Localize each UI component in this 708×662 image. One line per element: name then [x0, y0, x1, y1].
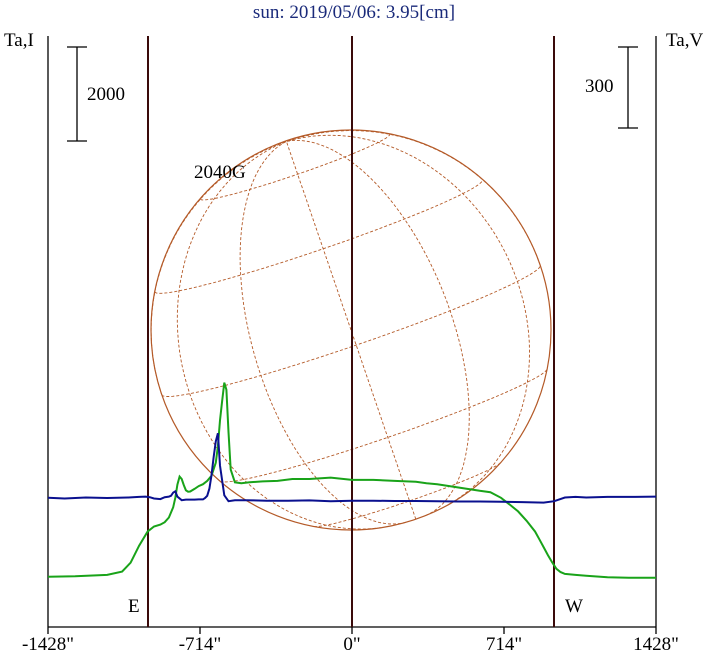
scale-bar-left — [67, 46, 87, 142]
scale-right-value: 300 — [585, 76, 614, 97]
solar-meridian — [176, 140, 381, 530]
x-tick-label: 714" — [485, 634, 523, 655]
x-tick-label: 1428" — [633, 634, 679, 655]
chart-title: sun: 2019/05/06: 3.95[cm] — [252, 2, 456, 23]
solar-parallel — [154, 179, 484, 294]
solar-parallel — [161, 265, 541, 397]
solar-disk-grid — [150, 129, 552, 531]
solar-meridian — [285, 141, 417, 520]
solar-meridian — [286, 139, 470, 517]
scale-left-value: 2000 — [87, 84, 125, 105]
x-tick-label: -1428" — [21, 634, 75, 655]
solar-meridian — [239, 141, 406, 525]
solar-parallel — [200, 134, 391, 201]
solar-parallel — [313, 462, 502, 528]
solar-parallel — [219, 368, 548, 483]
series-line-I — [47, 382, 656, 579]
scale-bar-right — [618, 46, 638, 129]
west-label: W — [565, 596, 583, 617]
x-ticks — [47, 627, 657, 634]
x-tick-label: -714" — [178, 634, 222, 655]
y-left-label: Ta,I — [4, 30, 34, 51]
solar-meridian — [286, 134, 530, 505]
solar-meridian — [150, 140, 287, 395]
peak-annotation: 2040G — [194, 162, 246, 183]
east-label: E — [128, 596, 140, 617]
solar-meridian — [286, 130, 541, 266]
x-tick-label: 0" — [343, 634, 361, 655]
y-right-label: Ta,V — [666, 30, 704, 51]
series-line-V — [47, 432, 657, 504]
